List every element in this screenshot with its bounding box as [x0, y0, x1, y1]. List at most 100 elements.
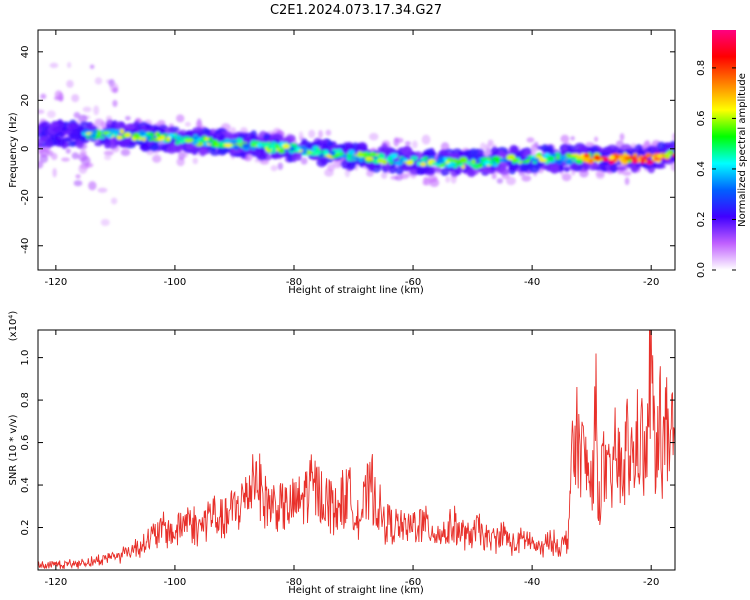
spectrogram-core-blob: [428, 156, 435, 160]
spectrogram-band-blob: [345, 141, 354, 152]
spectrogram-band-blob: [499, 168, 510, 176]
spectrogram-core-blob: [471, 159, 476, 164]
spectrogram-halo-blob: [534, 141, 539, 148]
spectrogram-core-blob: [499, 158, 505, 162]
spectrogram-halo-blob: [318, 129, 323, 139]
spectrogram-band-blob: [490, 146, 499, 156]
spectrogram-halo-blob: [40, 93, 47, 100]
spectrogram-core-blob: [582, 157, 590, 163]
spectrogram-core-blob: [608, 159, 615, 165]
snr-x-label: Height of straight line (km): [288, 585, 424, 596]
spectrogram-core-blob: [656, 153, 663, 159]
spectrogram-core-blob: [622, 153, 631, 158]
spectrogram-halo-blob: [178, 151, 186, 160]
spectrogram-core-blob: [179, 139, 186, 144]
spectrogram-halo-blob: [71, 152, 79, 160]
colorbar-strip: [712, 30, 736, 270]
spectrogram-band-blob: [184, 130, 195, 139]
spectrogram-core-blob: [341, 154, 348, 158]
spectrogram-halo-blob: [93, 105, 100, 116]
spectrogram-halo-blob: [270, 165, 278, 172]
spectrogram-halo-blob: [104, 154, 112, 161]
spectrogram-halo-blob: [66, 79, 74, 88]
spectrogram-band-blob: [49, 122, 60, 127]
spectrogram-core-blob: [640, 158, 645, 165]
spectrogram-band-blob: [54, 137, 66, 147]
spectrogram-core-blob: [389, 153, 398, 159]
spectrogram-halo-blob: [176, 114, 185, 123]
spectrogram-band-blob: [218, 133, 226, 143]
spectrogram-halo-blob: [277, 162, 284, 170]
spectrogram-core-blob: [137, 137, 144, 141]
spectrogram-y-tick-label: 20: [20, 94, 31, 107]
spectrogram-core-blob: [269, 144, 274, 150]
spectrogram-halo-blob: [422, 179, 428, 186]
spectrogram-core-blob: [672, 153, 675, 158]
spectrogram-band-blob: [364, 160, 377, 170]
spectrogram-core-blob: [191, 140, 198, 145]
spectrogram-core-blob: [546, 155, 555, 162]
snr-series-line: [38, 330, 675, 570]
spectrogram-core-blob: [358, 156, 364, 163]
spectrogram-band-blob: [356, 142, 368, 152]
spectrogram-halo-blob: [421, 134, 431, 145]
spectrogram-halo-blob: [619, 133, 625, 141]
spectrogram-band-blob: [395, 166, 404, 175]
spectrogram-band-blob: [561, 144, 568, 152]
spectrogram-core-blob: [373, 156, 378, 160]
spectrogram-halo-blob: [394, 137, 404, 143]
spectrogram-halo-blob: [97, 187, 108, 193]
spectrogram-band-blob: [435, 166, 442, 173]
spectrogram-halo-blob: [75, 174, 81, 179]
spectrogram-band-blob: [527, 163, 534, 169]
spectrogram-core-blob: [393, 161, 403, 166]
spectrogram-core-blob: [183, 136, 191, 140]
spectrogram-band-blob: [38, 138, 44, 149]
spectrogram-core-blob: [451, 158, 459, 163]
spectrogram-halo-blob: [88, 181, 97, 191]
snr-y-label: SNR (10 * v/v): [8, 414, 19, 485]
spectrogram-band-blob: [549, 163, 560, 174]
spectrogram-core-blob: [492, 155, 501, 162]
spectrogram-core-blob: [559, 155, 568, 160]
spectrogram-halo-blob: [429, 178, 440, 188]
spectrogram-halo-blob: [560, 134, 570, 144]
spectrogram-halo-blob: [73, 180, 83, 187]
spectrogram-core-blob: [102, 131, 111, 135]
spectrogram-core-blob: [214, 142, 219, 148]
spectrogram-halo-blob: [61, 157, 70, 162]
spectrogram-core-blob: [282, 143, 290, 149]
spectrogram-core-blob: [274, 144, 280, 148]
spectrogram-core-blob: [198, 139, 205, 143]
spectrogram-core-blob: [350, 155, 359, 161]
spectrogram-halo-blob: [327, 163, 336, 172]
spectrogram-band-blob: [541, 144, 549, 153]
spectrogram-core-blob: [204, 137, 210, 141]
colorbar-tick-label: 0.6: [696, 110, 707, 126]
spectrogram-band-blob: [256, 150, 264, 159]
spectrogram-halo-blob: [94, 118, 104, 127]
spectrogram-core-blob: [174, 140, 181, 145]
spectrogram-core-blob: [116, 135, 123, 141]
spectrogram-core-blob: [223, 138, 231, 145]
spectrogram-halo-blob: [325, 129, 332, 136]
spectrogram-band-blob: [300, 138, 308, 145]
spectrogram-halo-blob: [110, 197, 118, 205]
spectrogram-halo-blob: [561, 173, 572, 182]
spectrogram-frame: [37, 29, 676, 271]
spectrogram-halo-blob: [624, 177, 630, 186]
spectrogram-band-blob: [652, 148, 662, 154]
spectrogram-x-tick-label: -40: [524, 277, 540, 288]
snr-frame: [37, 329, 676, 571]
spectrogram-band-blob: [656, 141, 666, 150]
spectrogram-core-blob: [277, 149, 286, 154]
spectrogram-halo-blob: [78, 163, 88, 174]
spectrogram-x-label: Height of straight line (km): [288, 285, 424, 296]
spectrogram-core-blob: [289, 147, 296, 151]
spectrogram-band-blob: [377, 146, 385, 152]
spectrogram-core-blob: [256, 142, 263, 148]
snr-y-tick-label: 0.8: [20, 392, 31, 408]
spectrogram-halo-blob: [120, 148, 131, 157]
spectrogram-halo-blob: [484, 144, 491, 150]
snr-background: [38, 330, 675, 570]
